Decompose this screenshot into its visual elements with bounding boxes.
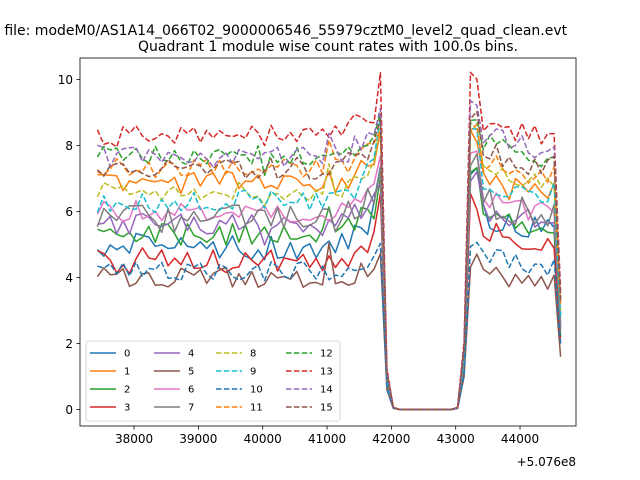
series-line-14 — [97, 99, 562, 411]
x-axis: 38000 39000 40000 41000 42000 43000 44000 — [115, 426, 539, 446]
legend-label: 14 — [320, 385, 333, 396]
legend-label: 8 — [250, 349, 256, 360]
series-line-13 — [96, 71, 562, 411]
series-line-10 — [97, 241, 562, 411]
x-tick-label: 43000 — [437, 432, 475, 446]
legend-label: 13 — [320, 367, 333, 378]
figure-suptitle: n file: modeM0/AS1A14_066T02_9000006546_… — [0, 23, 568, 39]
legend-label: 7 — [188, 403, 194, 414]
legend-label: 0 — [124, 349, 130, 360]
legend-label: 12 — [320, 349, 333, 360]
series-line-7 — [96, 153, 562, 411]
x-tick-label: 40000 — [244, 432, 282, 446]
series-line-11 — [97, 123, 562, 411]
legend-label: 3 — [124, 403, 130, 414]
y-tick-label: 8 — [65, 139, 73, 153]
x-axis-offset-label: +5.076e8 — [517, 455, 576, 469]
x-tick-label: 42000 — [372, 432, 410, 446]
x-tick-label: 44000 — [501, 432, 539, 446]
legend-label: 5 — [188, 367, 194, 378]
legend-label: 10 — [250, 385, 263, 396]
x-tick-label: 41000 — [308, 432, 346, 446]
series-line-1 — [97, 129, 562, 411]
y-tick-label: 6 — [65, 205, 73, 219]
legend-box — [85, 340, 341, 422]
plot-area-frame — [79, 57, 577, 427]
series-line-9 — [96, 115, 562, 411]
y-axis: 0 2 4 6 8 10 — [58, 73, 80, 417]
legend-label: 11 — [250, 403, 263, 414]
series-line-12 — [96, 112, 562, 411]
y-tick-label: 0 — [65, 403, 73, 417]
series-line-15 — [96, 110, 562, 411]
series-line-3 — [97, 192, 562, 411]
legend-label: 4 — [188, 349, 194, 360]
legend-label: 6 — [188, 385, 194, 396]
legend-label: 2 — [124, 385, 130, 396]
chart-title: Quadrant 1 module wise count rates with … — [138, 39, 518, 55]
series-line-4 — [97, 170, 562, 411]
x-tick-label: 39000 — [179, 432, 217, 446]
y-tick-label: 2 — [65, 337, 73, 351]
series-line-5 — [96, 242, 562, 411]
legend-label: 1 — [124, 367, 130, 378]
legend-label: 15 — [320, 403, 333, 414]
legend-label: 9 — [250, 367, 256, 378]
y-tick-label: 4 — [65, 271, 73, 285]
series-line-8 — [96, 122, 562, 411]
x-tick-label: 38000 — [115, 432, 153, 446]
series-line-2 — [97, 166, 562, 411]
plot-lines — [96, 71, 562, 411]
y-tick-label: 10 — [58, 73, 73, 87]
